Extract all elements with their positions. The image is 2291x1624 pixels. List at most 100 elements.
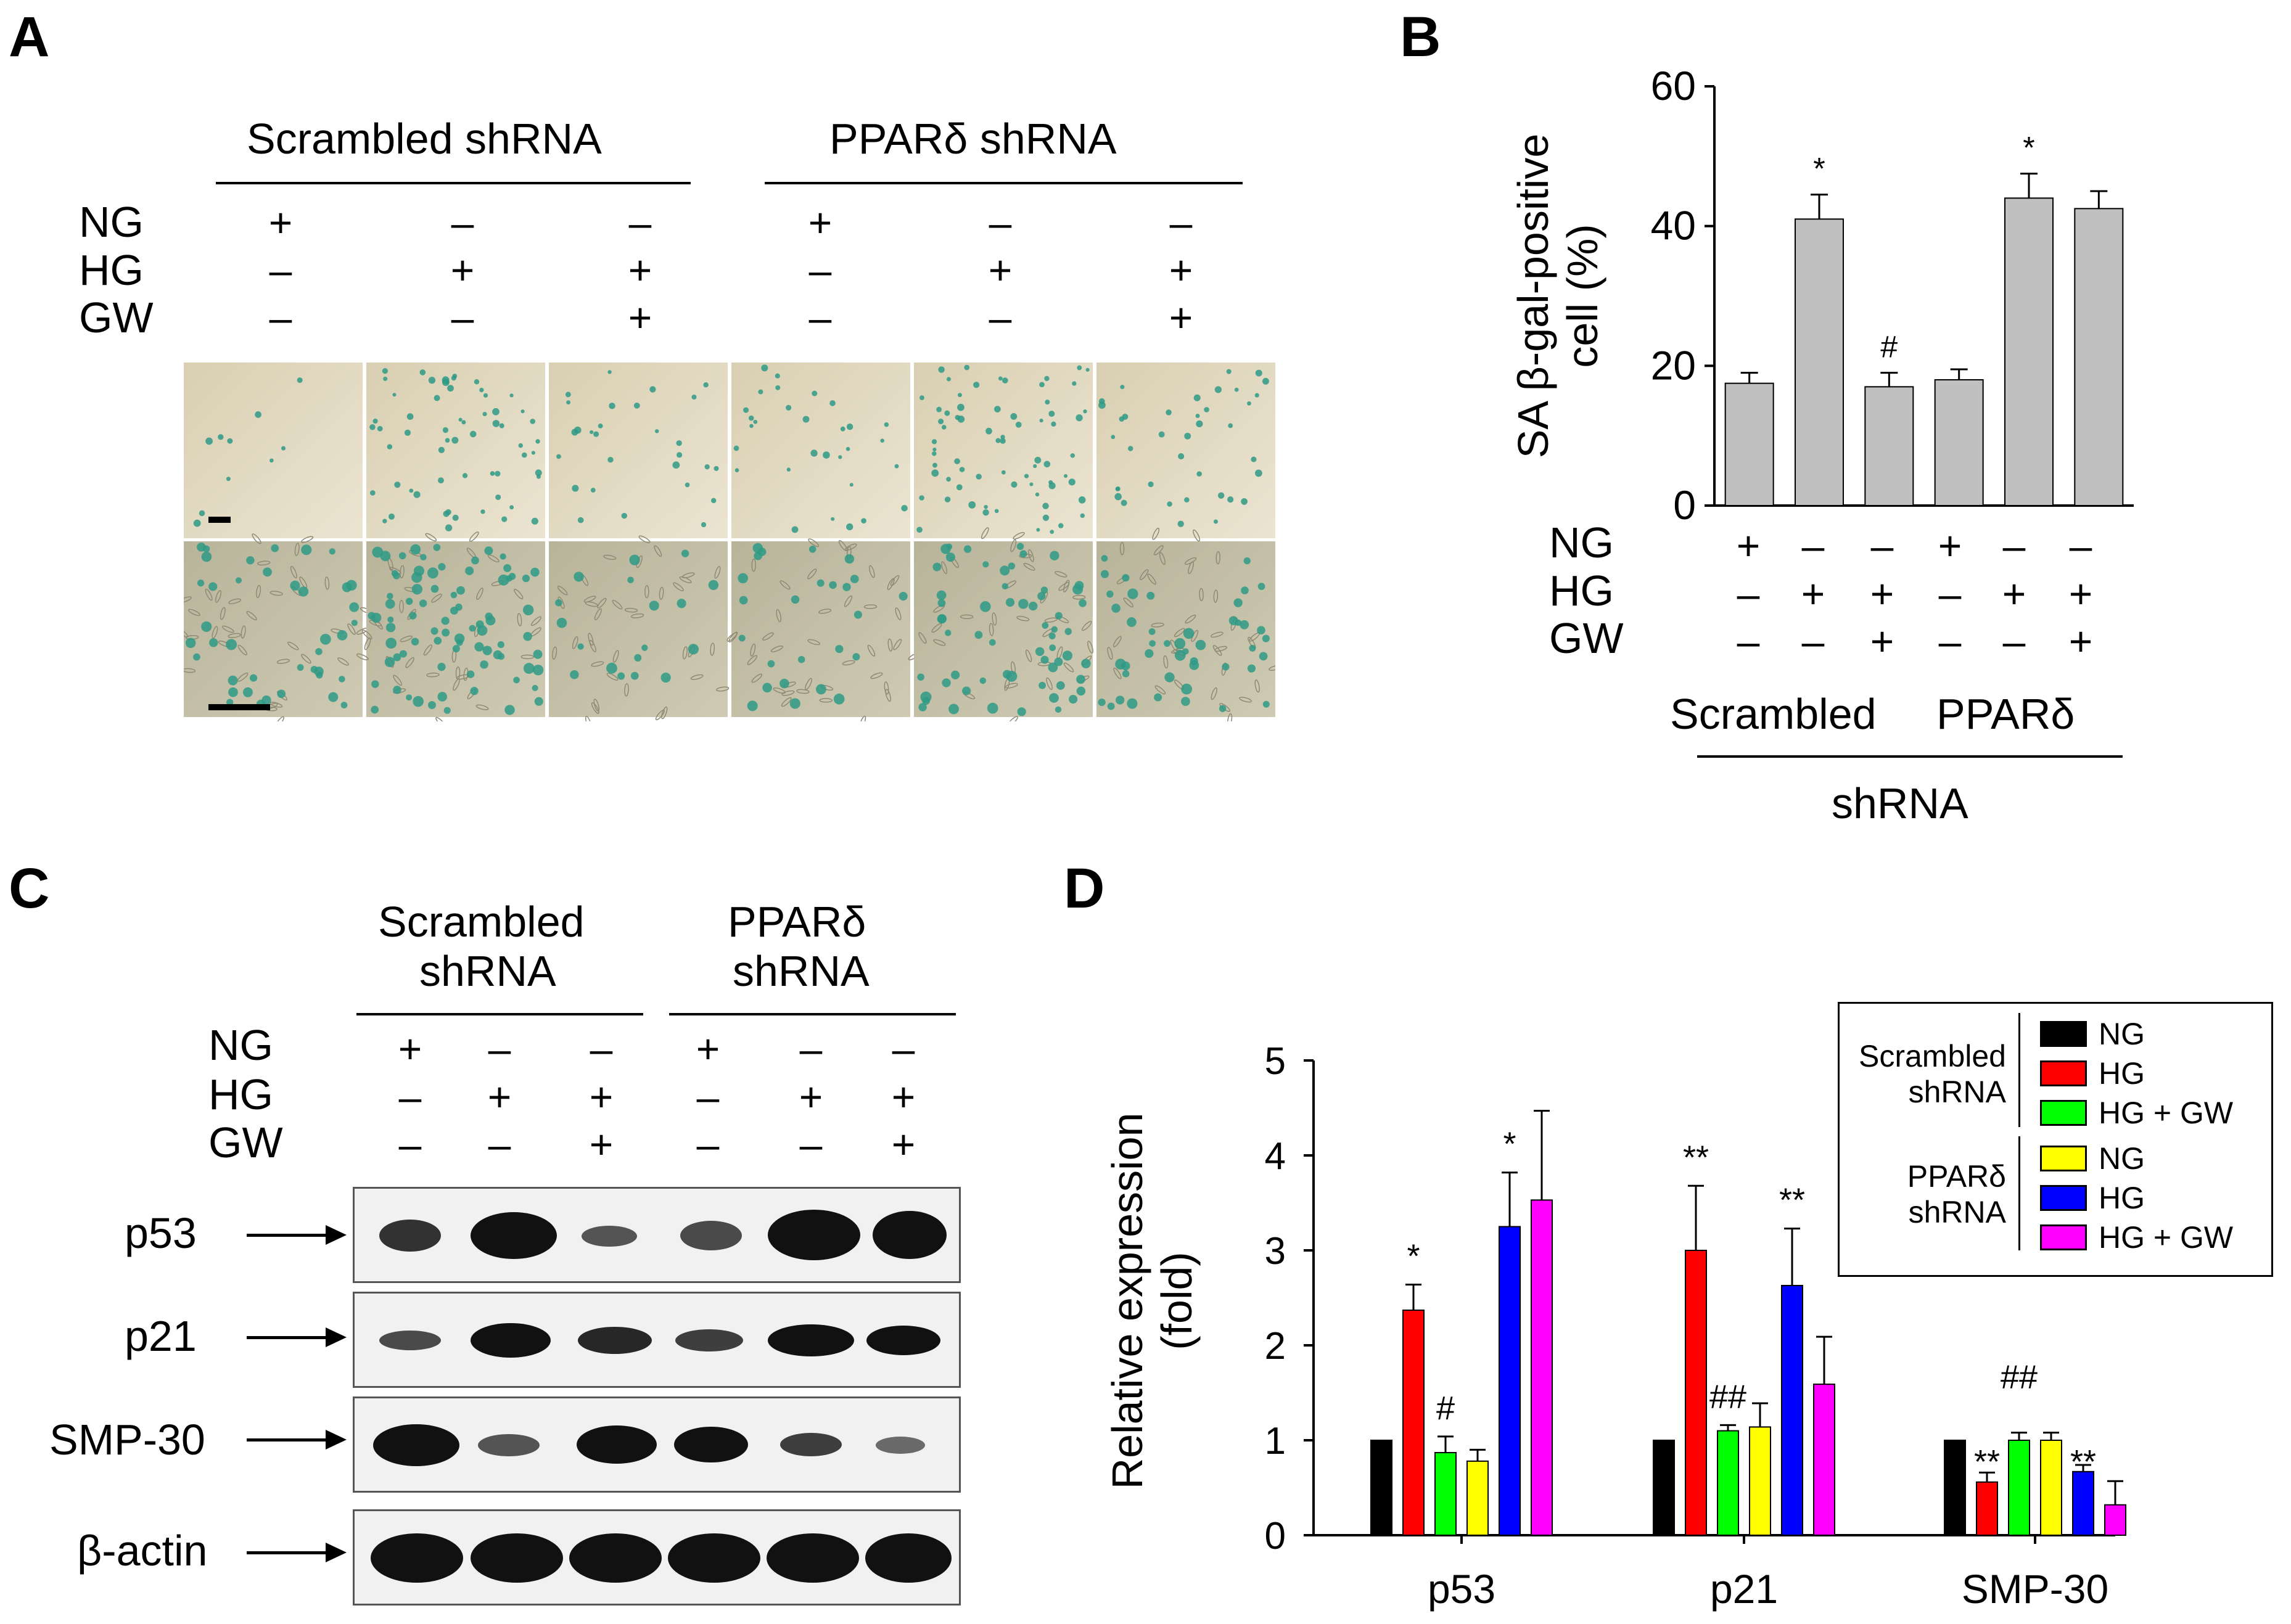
cell-outline — [1174, 628, 1185, 638]
legend-entry-label: HG — [2099, 1181, 2145, 1215]
stained-cell — [290, 580, 300, 591]
stained-cell — [474, 379, 480, 385]
cell-outline — [1139, 569, 1149, 581]
sign-panelB-r1-c4: + — [2002, 571, 2026, 617]
arrow-p53-icon — [326, 1225, 347, 1245]
cell-outline — [1159, 552, 1166, 565]
stained-cell — [430, 627, 438, 635]
stained-cell — [419, 369, 426, 375]
stained-cell — [1072, 584, 1084, 595]
sign-panelB-r2-c2: + — [1870, 618, 1894, 664]
sign-panelA-r0-c1: – — [451, 200, 474, 245]
stained-cell — [688, 644, 699, 655]
legend-swatch — [2040, 1100, 2087, 1126]
b-ytick-label: 20 — [1651, 342, 1696, 388]
stained-cell — [932, 448, 937, 452]
stained-cell — [629, 554, 640, 565]
cell-outline — [237, 672, 249, 682]
stained-cell — [1164, 640, 1171, 647]
sign-panelA-r2-c2: + — [628, 295, 652, 340]
stained-cell — [901, 504, 908, 512]
stained-cell — [438, 563, 446, 571]
stained-cell — [310, 665, 318, 673]
stained-cell — [1217, 492, 1225, 499]
stained-cell — [985, 427, 992, 435]
cell-outline — [1010, 539, 1017, 552]
stained-cell — [411, 584, 422, 595]
stained-cell — [1262, 377, 1269, 385]
stained-cell — [349, 602, 360, 612]
d-ytick-label: 0 — [1265, 1515, 1286, 1557]
stained-cell — [1174, 638, 1186, 649]
stained-cell — [1257, 626, 1265, 634]
stained-cell — [574, 572, 584, 582]
cell-outline — [1210, 631, 1224, 638]
stained-cell — [442, 628, 450, 637]
cell-outline — [859, 715, 866, 721]
d-ytick-label: 2 — [1265, 1325, 1286, 1368]
stained-cell — [958, 393, 962, 398]
sign-panelC-r2-c2: + — [589, 1122, 614, 1167]
stained-cell — [406, 694, 413, 701]
d-bar — [1499, 1226, 1521, 1536]
cell-outline — [431, 593, 442, 603]
stained-cell — [932, 451, 937, 456]
stained-cell — [1121, 499, 1127, 506]
stained-cell — [1062, 650, 1073, 661]
stained-cell — [380, 551, 391, 562]
cell-outline — [750, 643, 756, 657]
stained-cell — [452, 514, 459, 521]
stained-cell — [227, 438, 233, 444]
stained-cell — [1101, 555, 1108, 562]
stained-cell — [660, 672, 671, 683]
panel-b-group-caption: shRNA — [1832, 779, 1968, 827]
d-xtick-label: p21 — [1710, 1566, 1778, 1612]
stained-cell — [263, 567, 272, 577]
d-annotation: ** — [1974, 1443, 2000, 1480]
d-bar — [1717, 1430, 1739, 1536]
panel-b-row-hg: HG — [1549, 567, 1614, 615]
cell-outline — [188, 609, 200, 617]
stained-cell — [840, 426, 845, 432]
cell-outline — [612, 599, 623, 610]
stained-cell — [329, 548, 335, 555]
stained-cell — [938, 419, 944, 425]
sign-panelC-r0-c4: – — [799, 1026, 823, 1072]
stained-cell — [556, 617, 567, 628]
b-bar — [1864, 386, 1914, 506]
cell-outline — [1025, 649, 1032, 662]
stained-cell — [382, 519, 387, 523]
stained-cell — [1148, 628, 1156, 635]
d-bar — [1781, 1284, 1803, 1536]
stained-cell — [482, 412, 487, 417]
stained-cell — [982, 561, 989, 568]
stained-cell — [438, 477, 444, 484]
arrow-actin-shaft — [247, 1551, 327, 1554]
cell-outline — [1055, 571, 1067, 578]
stained-cell — [945, 630, 952, 636]
panel-c-row-gw: GW — [208, 1118, 283, 1167]
d-bar — [2040, 1440, 2062, 1536]
stained-cell — [884, 422, 889, 427]
stained-cell — [946, 477, 951, 482]
stained-cell — [918, 703, 927, 712]
stained-cell — [495, 470, 501, 477]
stained-cell — [1055, 612, 1063, 620]
d-bar — [2072, 1470, 2094, 1536]
arrow-actin-icon — [326, 1543, 347, 1562]
cell-outline — [426, 672, 440, 678]
cell-outline — [1193, 529, 1201, 542]
stained-cell — [842, 583, 851, 591]
stained-cell — [956, 484, 963, 491]
cell-outline — [337, 657, 349, 666]
stained-cell — [404, 429, 411, 436]
stained-cell — [1037, 592, 1046, 601]
stained-cell — [968, 501, 976, 509]
stained-cell — [385, 599, 395, 609]
stained-cell — [1241, 586, 1249, 594]
stained-cell — [627, 576, 634, 583]
stained-cell — [1011, 481, 1018, 488]
cell-outline — [287, 641, 299, 650]
blot-smp30 — [353, 1396, 961, 1493]
cell-outline — [659, 586, 664, 600]
